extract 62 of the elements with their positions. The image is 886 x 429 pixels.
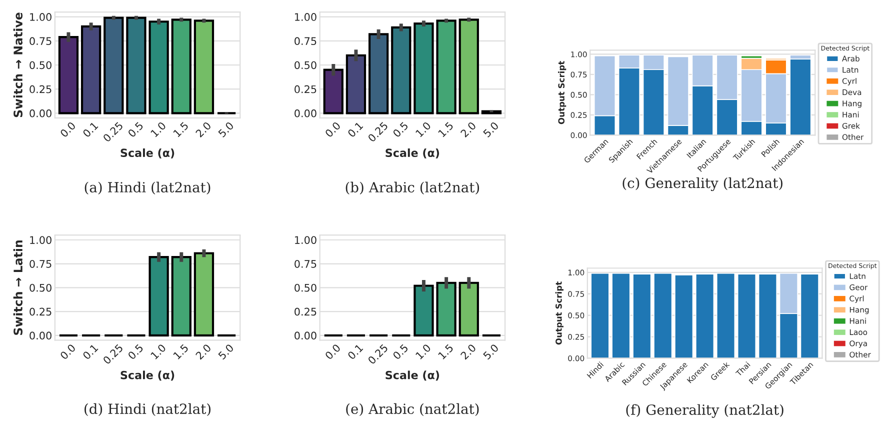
y-axis-title: Output Script: [558, 61, 566, 124]
x-tick-label: 1.5: [173, 122, 189, 138]
y-axis-title: Switch → Native: [13, 12, 23, 118]
y-tick-label: 0.50: [30, 61, 52, 70]
y-tick-label: 0.00: [294, 109, 316, 118]
y-tick-label: 0.50: [294, 61, 316, 70]
x-tick-label: 5.0: [482, 344, 499, 360]
x-tick-label: 2.0: [195, 121, 212, 138]
y-tick-label: 0.25: [294, 85, 316, 94]
x-tick-label: 1.0: [415, 121, 432, 138]
text: (f) Generality (nat2lat): [626, 404, 784, 418]
x-tick-label: 1.5: [438, 344, 454, 360]
x-tick-label: 2.0: [195, 344, 212, 360]
x-tick-label: 0.1: [82, 122, 98, 138]
x-tick-label: 5.0: [218, 344, 234, 360]
text: (c) Generality (lat2nat): [622, 177, 782, 192]
x-axis-title: Scale (α): [386, 148, 440, 158]
y-tick-label: 0.75: [30, 260, 52, 268]
y-tick-label: 0.00: [294, 332, 316, 340]
x-tick-label: 5.0: [218, 121, 234, 138]
text: (a) Hindi (lat2nat): [84, 182, 210, 194]
y-tick-label: 0.25: [30, 85, 52, 94]
y-tick-label: 0.00: [30, 332, 52, 340]
x-tick-label: 0.1: [347, 122, 364, 138]
x-tick-label: 0.5: [392, 122, 408, 138]
x-tick-label: 0.5: [392, 344, 408, 360]
y-tick-label: 0.00: [30, 109, 52, 118]
x-tick-label: 0.0: [324, 344, 341, 360]
y-tick-label: 0.75: [294, 260, 316, 268]
text: (e) Arabic (nat2lat): [346, 403, 479, 416]
x-tick-label: 2.0: [460, 344, 476, 360]
x-tick-label: 1.5: [438, 122, 454, 138]
x-tick-label: 1.0: [150, 344, 166, 360]
x-tick-label: 1.0: [415, 344, 432, 360]
x-tick-label: 0.1: [82, 344, 98, 360]
x-tick-label: 5.0: [482, 121, 499, 138]
x-tick-label: 1.0: [150, 121, 166, 138]
y-tick-label: 0.75: [30, 37, 52, 46]
y-tick-label: 0.75: [294, 37, 316, 46]
text: (b) Arabic (lat2nat): [346, 182, 480, 194]
x-tick-label: 2.0: [460, 121, 476, 138]
y-tick-label: 0.25: [294, 308, 316, 316]
x-tick-label: 0.0: [324, 121, 341, 138]
y-axis-title: Switch → Latin: [13, 240, 23, 335]
x-axis-title: Scale (α): [120, 370, 174, 381]
y-tick-label: 1.00: [30, 13, 52, 21]
y-tick-label: 1.00: [295, 13, 316, 21]
x-tick-label: 0.5: [127, 344, 144, 360]
y-tick-label: 0.25: [30, 308, 52, 316]
x-tick-label: 0.0: [60, 121, 76, 138]
x-tick-label: 0.1: [347, 344, 364, 360]
x-axis-title: Scale (α): [386, 370, 440, 381]
x-axis-title: Scale (α): [120, 148, 174, 158]
y-tick-label: 1.00: [30, 236, 52, 244]
x-tick-label: 0.5: [127, 122, 144, 138]
y-tick-label: 0.50: [30, 284, 52, 292]
text: (d) Hindi (nat2lat): [84, 403, 211, 416]
x-tick-label: 1.5: [173, 344, 189, 360]
y-tick-label: 1.00: [295, 236, 316, 244]
y-tick-label: 0.50: [294, 284, 316, 292]
y-axis-title: Output Script: [555, 282, 564, 345]
x-tick-label: 0.0: [60, 344, 76, 360]
